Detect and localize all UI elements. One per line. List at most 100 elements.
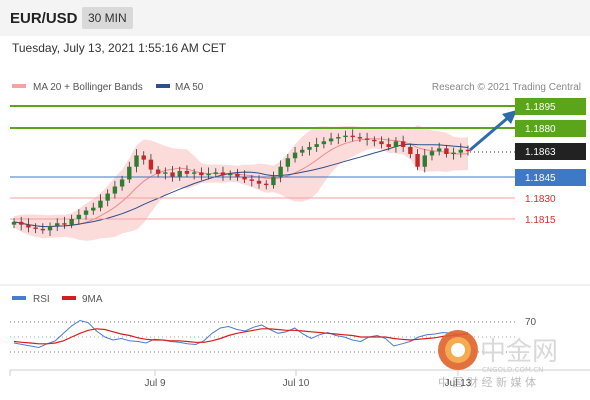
candle-body [76,214,82,219]
watermark-slogan: 中 国 财 经 新 媒 体 [438,375,536,389]
candle-body [112,186,118,194]
candle-body [141,155,146,160]
candle-body [62,223,67,225]
candle-body [271,176,276,186]
target-label-1: 1.1830 [525,194,556,205]
candle-body [364,138,370,140]
candle-body [47,226,53,231]
ma50-legend-label: MA 50 [175,82,204,93]
current-price-label: 1.1863 [525,147,556,158]
candle-body [55,223,60,227]
candle-body [199,172,204,176]
candle-body [386,144,391,147]
candle-body [350,135,355,138]
resistance-label-box [515,120,586,137]
ma50-line [13,143,469,228]
ma20-line [13,138,469,228]
candle-body [98,200,103,208]
candlestick-series [11,129,471,236]
support-label-box [515,169,586,186]
candle-body [415,154,420,167]
ma50-legend-swatch [156,84,170,88]
candle-body [314,144,319,147]
candle-body [163,172,168,174]
timestamp-text: Tuesday, July 13, 2021 1:55:16 AM CET [12,41,227,55]
candle-body [408,146,413,155]
candle-body [393,141,399,147]
candle-body [451,152,456,155]
candle-body [206,173,211,176]
candle-body [357,137,363,139]
candle-body [300,149,305,153]
candle-body [328,138,334,142]
candle-body [227,173,233,176]
candle-body [235,173,240,177]
candle-body [134,155,139,167]
candle-body [307,146,312,150]
resistance-label-1: 1.1895 [525,102,556,113]
candle-body [83,210,89,215]
candle-body [343,135,348,138]
candle-body [400,141,406,147]
candle-body [242,176,247,180]
rsi-level-label: 70 [525,317,537,328]
resistance-label-2: 1.1880 [525,124,556,135]
current-price-label-box [515,143,586,160]
credit-text: Research © 2021 Trading Central [432,82,581,93]
forecast-arrow-shaft [469,114,511,152]
candle-body [458,149,463,153]
candle-body [19,221,24,225]
ma9-legend-swatch [62,296,76,300]
candle-body [170,172,175,177]
rsi-ma9-line [13,328,469,345]
instrument-title: EUR/USD [10,10,78,27]
ma20-legend-swatch [12,84,26,88]
ma9-legend-label: 9MA [82,294,103,305]
rsi-line [13,319,469,349]
rsi-legend-swatch [12,296,26,300]
candle-body [26,224,31,228]
candle-body [336,137,341,139]
candle-body [69,219,74,225]
watermark-chinese: 中金网 [480,337,558,367]
candle-body [220,172,226,176]
candle-body [436,148,442,152]
candle-body [91,207,96,211]
candle-body [465,149,471,152]
candle-body [422,155,427,167]
cngold-logo [438,330,478,370]
candle-body [379,141,384,145]
candle-body [33,227,38,229]
x-tick-label: Jul 10 [283,378,310,389]
candle-body [285,158,291,167]
candle-body [11,221,17,225]
candle-body [40,228,46,231]
candle-body [444,148,449,155]
candle-body [119,179,125,187]
candle-body [155,169,161,174]
ma20-legend-label: MA 20 + Bollinger Bands [33,82,143,93]
candle-body [278,166,283,177]
rsi-legend-label: RSI [33,294,50,305]
watermark-site: CNGOLD.COM.CN [482,366,543,374]
candle-body [249,179,255,181]
x-tick-label: Jul 9 [144,378,166,389]
candle-body [105,193,110,201]
candle-body [213,172,218,174]
forecast-arrow-head [502,110,517,124]
support-label: 1.1845 [525,173,556,184]
candle-body [177,170,182,177]
candle-body [429,151,435,156]
candle-body [292,152,298,159]
candle-body [372,139,377,142]
candle-body [256,180,262,184]
x-tick-label: Jul 13 [445,378,472,389]
candle-body [127,166,132,180]
candle-body [148,159,154,170]
timeframe-button[interactable]: 30 MIN [82,7,133,29]
candle-body [264,183,269,186]
candle-body [184,170,190,174]
resistance-label-box [515,98,586,115]
candle-body [321,141,327,145]
